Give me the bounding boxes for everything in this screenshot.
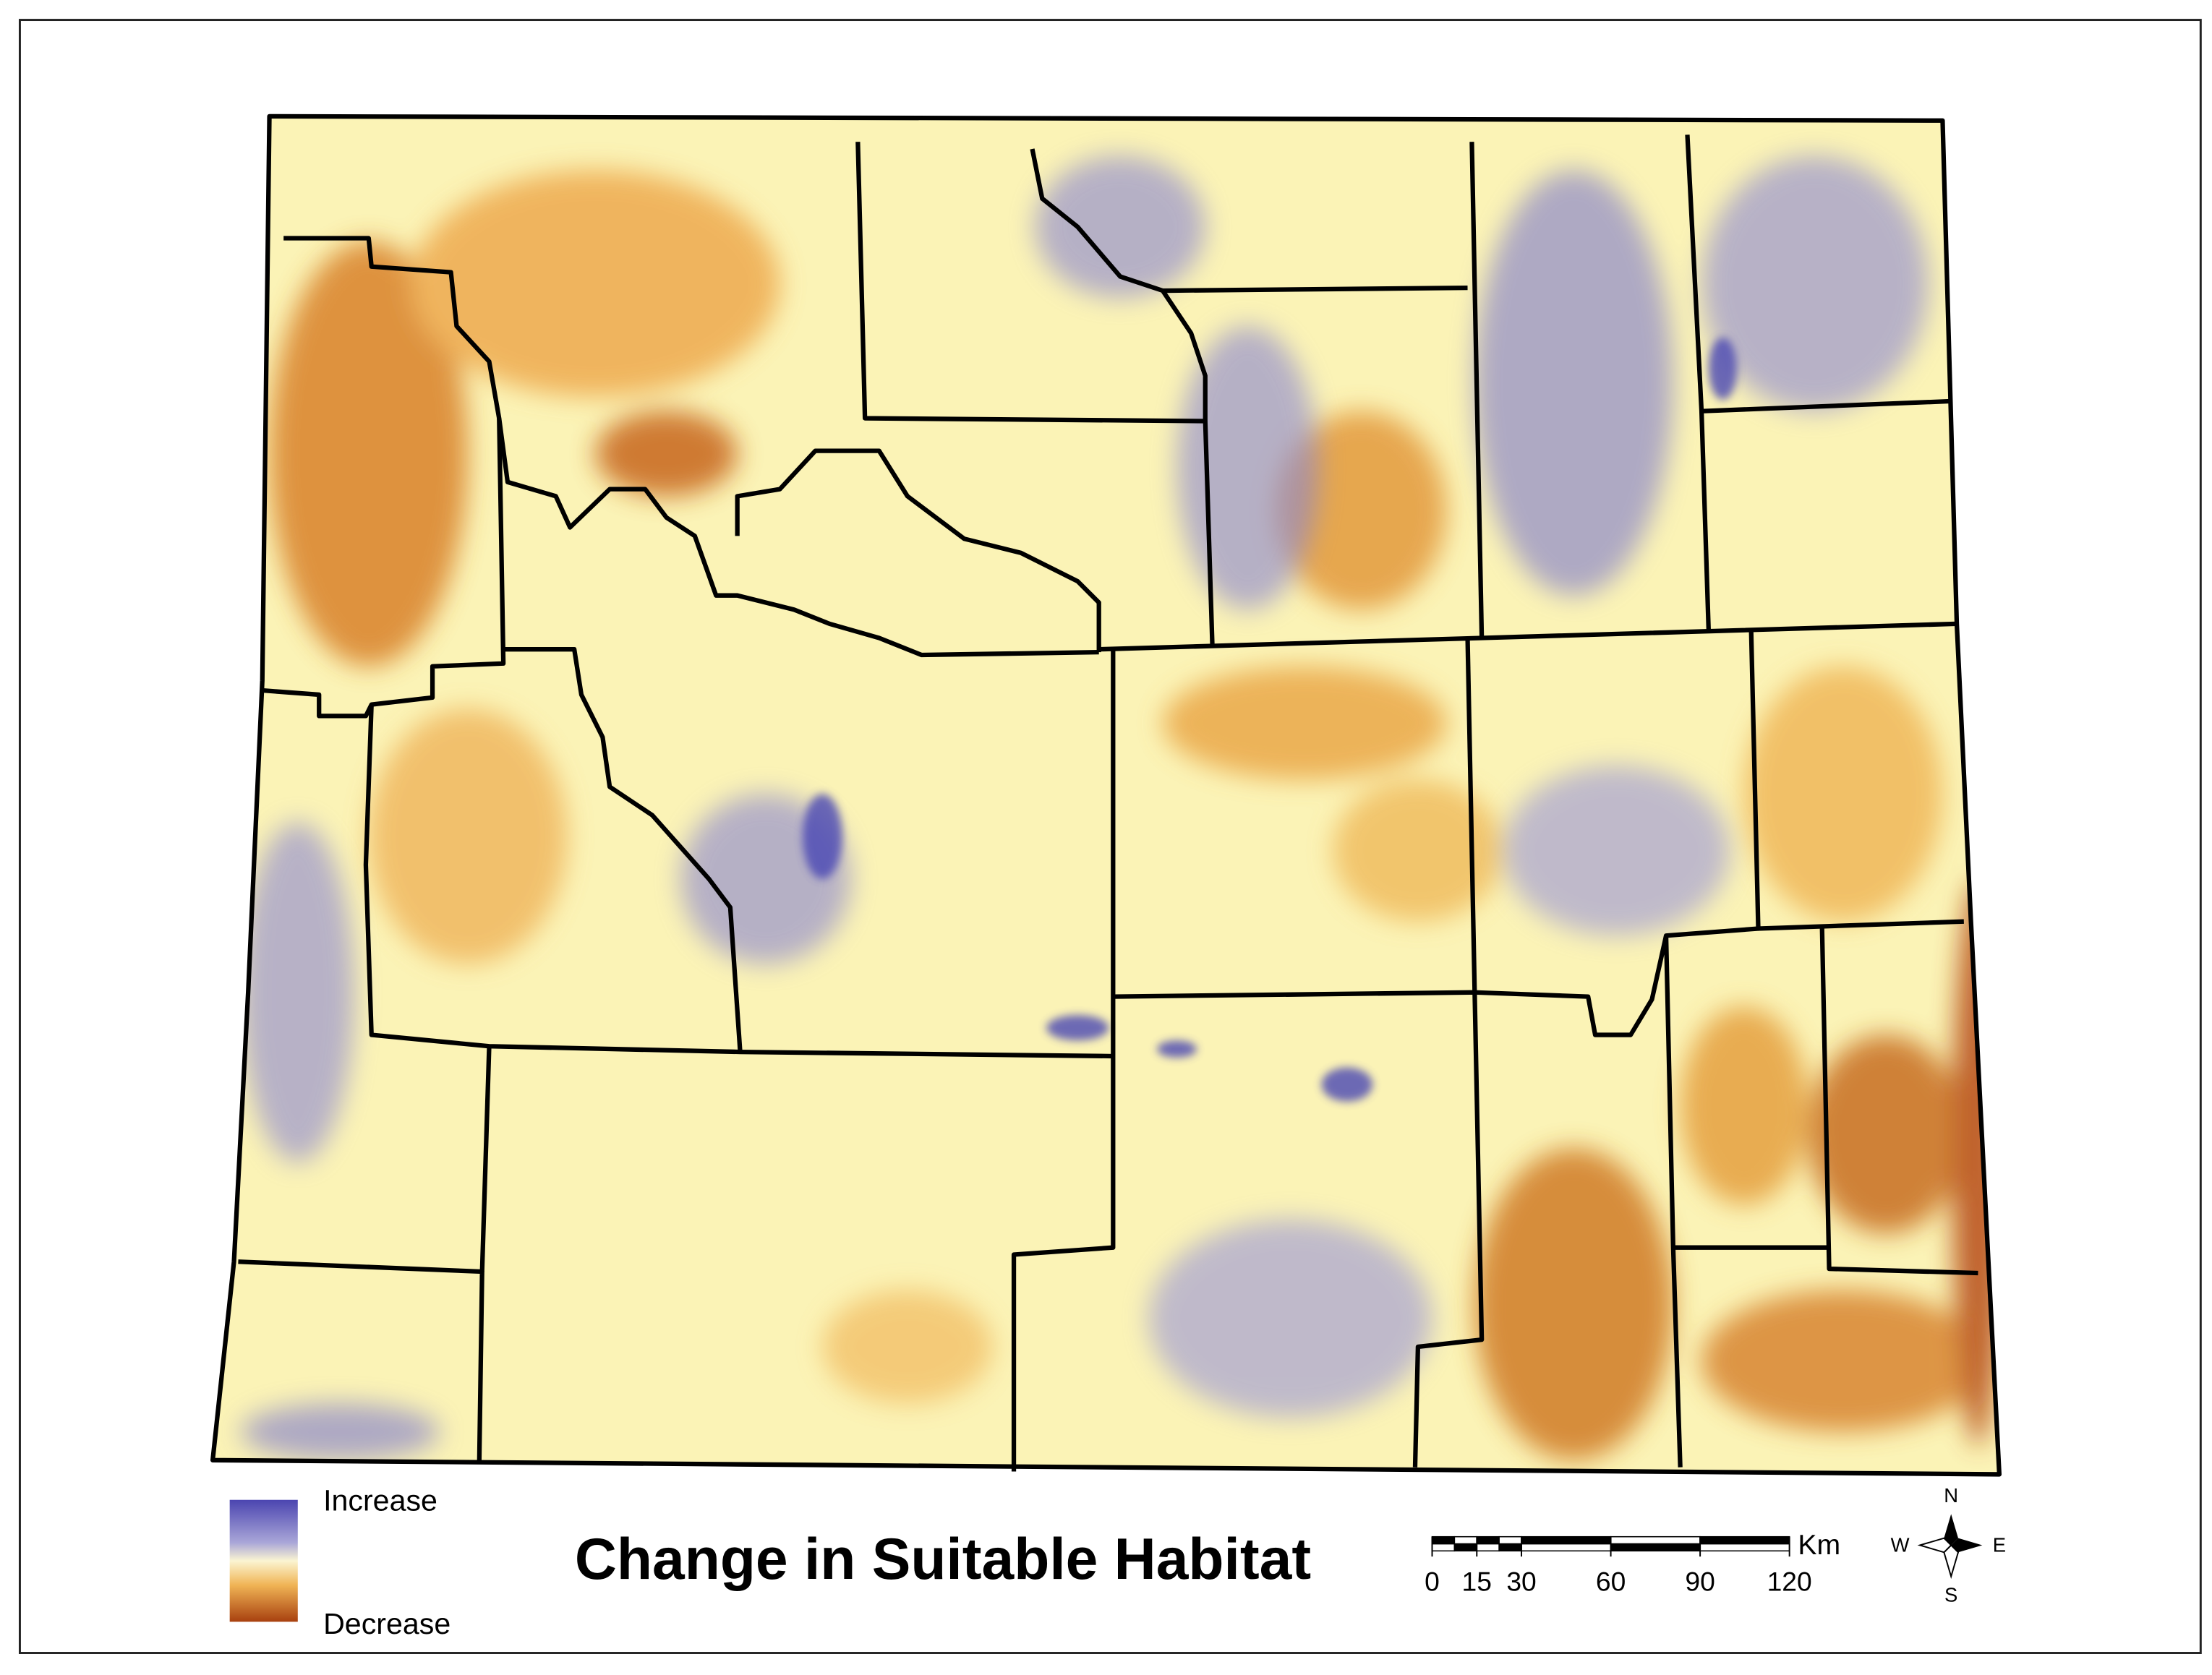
scale-segment xyxy=(1453,1535,1478,1545)
scale-bar: 0 15 30 60 90 120 xyxy=(1425,1535,1812,1596)
north-arrow: N S E W xyxy=(1891,1484,2006,1606)
compass-w: W xyxy=(1891,1534,1910,1556)
scale-segment xyxy=(1431,1535,1456,1545)
legend-decrease: Decrease xyxy=(323,1607,450,1640)
habitat-raster xyxy=(213,116,1999,1475)
scale-segment xyxy=(1521,1535,1612,1545)
scale-tick-label: 0 xyxy=(1425,1566,1440,1596)
scale-segment xyxy=(1610,1535,1701,1545)
scale-segment xyxy=(1498,1543,1522,1552)
scale-tick-label: 15 xyxy=(1462,1566,1492,1596)
scale-segment xyxy=(1453,1543,1478,1552)
map-title: Change in Suitable Habitat xyxy=(575,1527,1311,1592)
compass-s: S xyxy=(1944,1583,1957,1606)
compass-e: E xyxy=(1993,1534,2006,1556)
legend-increase: Increase xyxy=(323,1484,437,1517)
scale-segment xyxy=(1521,1543,1612,1552)
scale-segment xyxy=(1699,1543,1790,1552)
county-boundaries xyxy=(210,113,2002,1477)
scale-segment xyxy=(1498,1535,1522,1545)
scale-segment xyxy=(1476,1535,1500,1545)
scale-unit: Km xyxy=(1798,1530,1840,1561)
scale-segment xyxy=(1610,1543,1701,1552)
compass-n: N xyxy=(1944,1484,1958,1507)
scale-segment xyxy=(1699,1535,1790,1545)
scale-segment xyxy=(1431,1543,1456,1552)
scale-segment xyxy=(1476,1543,1500,1552)
scale-tick-label: 90 xyxy=(1685,1566,1714,1596)
legend-ramp xyxy=(229,1499,298,1622)
scale-tick-label: 60 xyxy=(1596,1566,1626,1596)
scale-tick-label: 120 xyxy=(1767,1566,1812,1596)
scale-tick-label: 30 xyxy=(1506,1566,1536,1596)
